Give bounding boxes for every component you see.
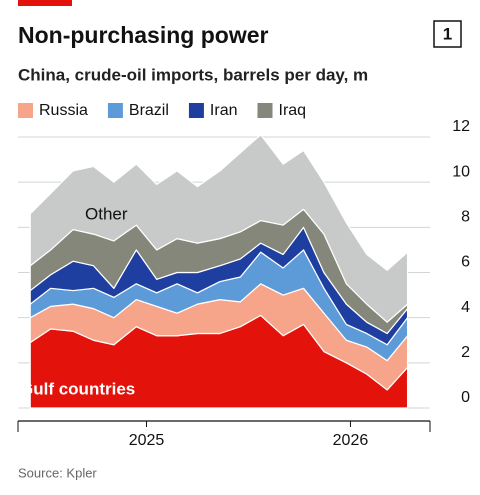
area [29,134,409,323]
y-tick-label: 10 [452,163,470,180]
chart-title: Non-purchasing power [18,22,269,48]
legend-label: Brazil [129,102,169,119]
y-tick-label: 2 [461,344,470,361]
badge: 1 [443,24,452,43]
y-tick-label: 6 [461,254,470,271]
legend-swatch [107,103,123,118]
y-tick-label: 12 [452,118,470,135]
y-tick-label: 4 [461,299,470,316]
y-tick-label: 0 [461,389,470,406]
area-label: Other [85,204,128,223]
brand-bar [18,0,72,6]
area-label: Gulf countries [20,379,135,398]
legend-label: Russia [39,102,88,119]
legend-label: Iran [210,102,238,119]
legend-label: Iraq [279,102,307,119]
x-tick-label: 2025 [129,432,165,449]
subtitle: China, crude-oil imports, barrels per da… [18,65,368,84]
y-tick-label: 8 [461,209,470,226]
legend-swatch [188,103,204,118]
badge-box [433,20,462,48]
legend-swatch [18,103,33,118]
x-tick-label: 2026 [333,432,369,449]
legend-swatch [257,103,273,118]
source: Source: Kpler [18,465,97,480]
